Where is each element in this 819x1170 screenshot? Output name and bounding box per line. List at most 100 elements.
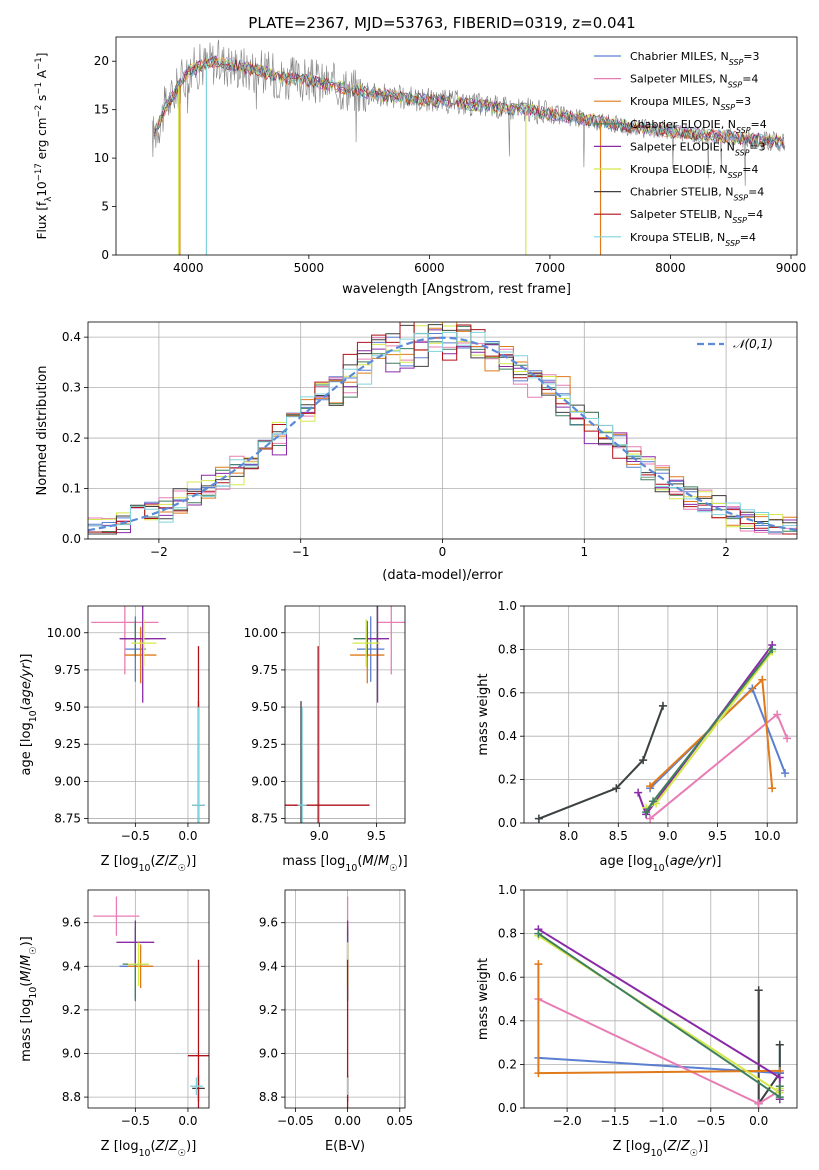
y-tick-label: 9.25 [54,737,81,751]
x-axis-label-part: Z [155,1139,166,1154]
x-tick-label: −1.0 [648,1114,677,1128]
y-axis-label-part: s [35,95,49,105]
y-tick-label: 9.6 [62,916,81,930]
x-tick-label: −1.5 [600,1114,629,1128]
x-tick-label: −1 [292,545,310,559]
x-axis-label-part: E(B-V) [325,1139,365,1154]
x-tick-label: 6000 [414,261,445,275]
x-tick-label: 5000 [294,261,325,275]
y-axis-label-part: ( [19,982,34,987]
legend-label-part: SSP [729,58,744,67]
mass-weight-line [757,990,781,1107]
x-axis-label-part: )] [711,854,721,869]
y-tick-label: 10.00 [244,626,278,640]
mass-weight-marker [775,1093,784,1102]
panel-mass-weight-vs-age: 8.0 8.5 9.0 9.5 10.0 0.0 0.2 0.4 0.6 0.8 1.0 age [l… [476,599,798,874]
y-axis-label: Flux [fλ10−17 erg cm−2 s−1 A−1] [34,53,54,240]
y-axis-label-part: )] [19,936,34,946]
x-axis-label-part: Z [log [101,1139,139,1154]
y-tick-label: 8.8 [62,1090,81,1104]
x-tick-label: 10.0 [754,829,781,843]
x-axis-label-part: Z [log [613,1139,651,1154]
panel-spectrum: 4000 5000 6000 7000 8000 9000 0 5 10 15 20 waveleng… [34,36,806,297]
plot-area [524,890,797,1108]
y-axis-label-part: 10 [28,710,39,722]
mass-weight-marker [754,1099,763,1108]
x-axis-label-part: ☉ [389,863,397,874]
y-axis-label-part: age [log [19,722,34,775]
panel-mass-vs-Z: −0.5 0.08.89.09.29.49.6Z [log10(Z/Z☉)]mas… [19,889,210,1159]
y-tick-label: 0.6 [498,970,517,984]
plot-area [151,39,786,255]
x-axis-label-part: age/yr [670,854,713,869]
x-tick-label: 7000 [535,261,566,275]
mass-weight-marker [612,784,621,793]
x-axis-label-part: M [378,854,389,869]
x-axis-label: age [log10(age/yr)] [599,854,721,874]
plot-area [88,606,209,823]
legend-label-part: =4 [740,231,756,244]
y-axis-label-part: λ [44,197,54,202]
plot-area [285,890,405,1108]
y-axis-label-part: erg cm [35,118,49,164]
y-tick-label: 8.75 [54,812,81,826]
legend-label-part: =4 [742,73,758,86]
x-axis-label-part: ☉ [178,863,186,874]
y-tick-label: 20 [94,54,109,68]
axes-frame [87,321,798,540]
x-tick-label: 8.5 [609,829,628,843]
axes-frame [115,36,798,256]
legend-label: Salpeter MILES, NSSP=4 [630,73,758,90]
legend-label-part: Kroupa ELODIE, N [630,163,728,176]
x-axis-label-part: )] [698,1139,708,1154]
y-tick-label: 15 [94,103,109,117]
mass-weight-marker [646,814,655,823]
x-axis-label-part: Z [log [101,854,139,869]
y-axis-label-part: M [19,970,34,981]
plot-area [88,322,797,539]
legend-label: Kroupa ELODIE, NSSP=4 [630,163,758,180]
y-axis-label-part: 10 [35,181,49,196]
x-axis-label-part: Z [155,854,166,869]
y-axis-label-part: −1 [34,82,44,95]
legend-label-part: SSP [735,148,750,157]
y-tick-label: 9.50 [251,700,278,714]
x-tick-label: 4000 [173,261,204,275]
x-axis-label: (data-model)/error [382,568,503,583]
legend-label-part: Chabrier ELODIE, N [630,118,736,131]
x-tick-label: 0.05 [386,1114,413,1128]
y-tick-label: 0.0 [498,1101,517,1115]
panel-age-vs-mass: 9.0 9.5 8.75 9.00 9.25 9.50 9.75 10.00 mass [log… [244,605,408,874]
y-tick-label: 8.8 [259,1090,278,1104]
x-axis-label-part: Z [680,1139,691,1154]
x-axis-label: Z [log10(Z/Z☉)] [613,1139,709,1159]
axes-frame [284,889,406,1109]
legend-label: Chabrier MILES, NSSP=3 [630,50,760,67]
y-axis-label-part: )] [19,653,34,663]
y-axis-label-part: / [19,965,34,970]
mass-weight-marker [534,960,543,969]
legend-label-part: Kroupa MILES, N [630,95,720,108]
x-tick-label: −0.05 [277,1114,314,1128]
mass-weight-marker [775,1073,784,1082]
legend-label-part: =3 [743,50,759,63]
legend-label: Salpeter STELIB, NSSP=4 [630,208,763,225]
y-tick-label: 0.0 [498,816,517,830]
legend-label-part: SSP [736,125,751,134]
x-tick-label: 9.0 [310,829,329,843]
y-tick-label: 0 [101,248,109,262]
plot-area [524,606,797,823]
legend-label: Salpeter ELODIE, NSSP=3 [630,140,766,157]
x-tick-label: 0.0 [178,1114,197,1128]
x-tick-label: 9.5 [367,829,386,843]
model-fit-line [154,55,784,149]
legend-label: Chabrier STELIB, NSSP=4 [630,186,764,203]
y-tick-label: 5 [101,200,109,214]
mass-weight-marker [658,701,667,710]
y-axis-label-part: −17 [34,163,44,181]
x-axis-label-part: ☉ [690,1148,698,1159]
legend-label: Chabrier ELODIE, NSSP=4 [630,118,767,135]
y-tick-label: 10.00 [47,626,81,640]
x-axis-label-part: / [164,1139,169,1154]
